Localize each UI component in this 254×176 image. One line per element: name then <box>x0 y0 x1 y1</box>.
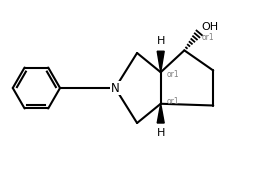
Text: or1: or1 <box>167 70 180 79</box>
Text: OH: OH <box>202 22 219 32</box>
Text: H: H <box>156 36 165 46</box>
Text: N: N <box>111 81 120 95</box>
Polygon shape <box>157 104 164 123</box>
Text: H: H <box>156 128 165 138</box>
Text: or1: or1 <box>167 97 180 106</box>
Text: or1: or1 <box>202 33 214 42</box>
Polygon shape <box>157 51 164 72</box>
